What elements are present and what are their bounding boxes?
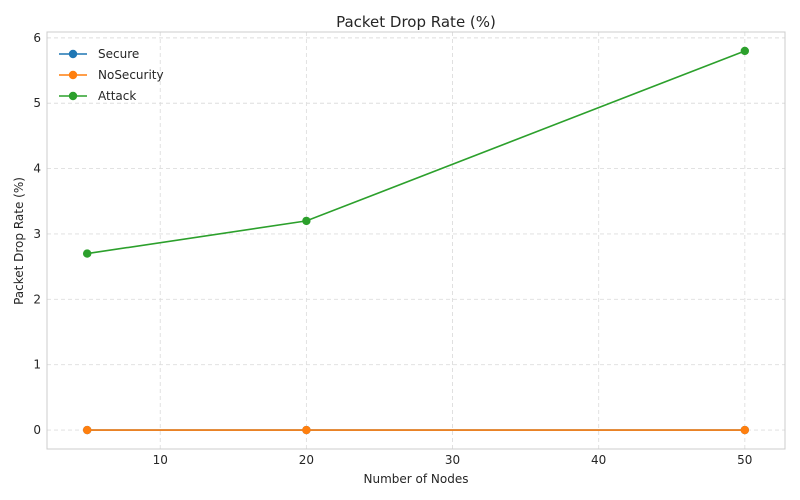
y-axis-ticks: 0 1 2 3 4 5 6 [33, 31, 41, 437]
series-line [87, 50, 746, 255]
data-point [302, 425, 311, 435]
legend-label: Secure [98, 47, 139, 61]
x-tick-label: 20 [299, 453, 314, 467]
legend-entry: Secure [59, 47, 139, 61]
y-tick-label: 4 [33, 162, 41, 176]
legend-entry: Attack [59, 89, 136, 103]
x-tick-label: 30 [445, 453, 460, 467]
legend-label: Attack [98, 89, 136, 103]
legend-marker [68, 49, 78, 59]
y-tick-label: 6 [33, 31, 41, 45]
y-tick-label: 2 [33, 292, 41, 306]
x-tick-label: 50 [737, 453, 752, 467]
grid-lines [47, 32, 785, 449]
series-layer [82, 46, 750, 435]
y-tick-label: 3 [33, 227, 41, 241]
data-point [740, 46, 750, 56]
legend-entry: NoSecurity [59, 68, 164, 82]
data-point [82, 425, 92, 435]
y-axis-label: Packet Drop Rate (%) [12, 177, 26, 305]
data-point [302, 216, 311, 226]
y-tick-label: 1 [33, 358, 41, 372]
legend: Secure NoSecurity Attack [59, 47, 164, 103]
legend-marker [68, 70, 78, 80]
plot-area [46, 31, 786, 450]
chart-title: Packet Drop Rate (%) [336, 13, 496, 31]
data-point [82, 249, 92, 258]
x-axis-ticks: 10 20 30 40 50 [153, 453, 753, 467]
x-tick-label: 40 [591, 453, 606, 467]
series-nosecurity [82, 425, 750, 435]
series-attack [82, 46, 750, 258]
data-point [740, 425, 750, 435]
x-axis-label: Number of Nodes [364, 472, 469, 486]
legend-marker [68, 91, 78, 101]
y-tick-label: 5 [33, 96, 41, 110]
legend-label: NoSecurity [98, 68, 164, 82]
y-tick-label: 0 [33, 423, 41, 437]
x-tick-label: 10 [153, 453, 168, 467]
